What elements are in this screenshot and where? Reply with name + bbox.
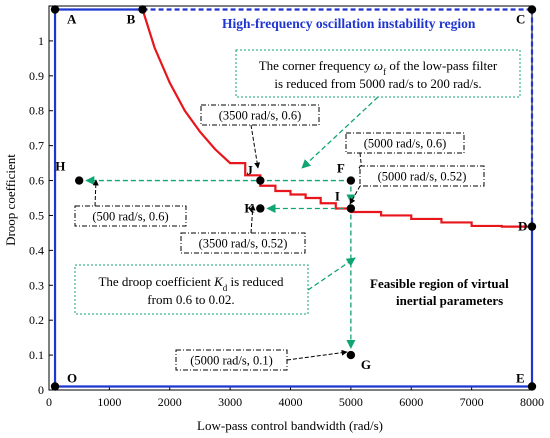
point-marker-h	[74, 176, 84, 185]
x-tick-label: 7000	[460, 395, 484, 409]
corner-marker-c	[527, 5, 537, 14]
corner-label-e: E	[516, 371, 525, 386]
point-label-h: H	[55, 159, 65, 174]
callout-i-text: (5000 rad/s, 0.52)	[378, 170, 467, 184]
corner-label-a: A	[67, 11, 77, 26]
svg-text:The droop coefficient Kd is re: The droop coefficient Kd is reduced	[98, 274, 284, 293]
region-boundaries	[53, 8, 534, 388]
droop-note-before: The droop coefficient	[98, 274, 214, 289]
y-tick-label: 0.2	[29, 313, 44, 327]
callout-g-text: (5000 rad/s, 0.1)	[190, 354, 273, 368]
feasible-region-label-line2: inertial parameters	[396, 293, 503, 308]
callout-k-leader	[249, 204, 256, 234]
x-tick-label: 0	[46, 395, 52, 409]
y-axis-title: Droop coefficient	[3, 154, 18, 246]
guide-arrows	[85, 96, 379, 350]
x-tick-label: 3000	[218, 395, 242, 409]
y-tick-label: 0.1	[29, 348, 44, 362]
corner-marker-e	[527, 382, 537, 391]
corner-note-sub: f	[383, 67, 386, 77]
point-label-i: I	[335, 188, 340, 203]
corner-note-before: The corner frequency	[259, 58, 374, 73]
x-axis-title: Low-pass control bandwidth (rad/s)	[197, 418, 383, 433]
point-callouts: (3500 rad/s, 0.6) (5000 rad/s, 0.6) (5000 …	[74, 104, 485, 371]
point-markers: A B C D E O FI G J K H	[50, 5, 537, 391]
point-marker-g	[346, 350, 356, 360]
x-tick-label: 6000	[399, 395, 423, 409]
callout-f: (5000 rad/s, 0.6)	[345, 132, 465, 173]
point-marker-j	[256, 176, 265, 185]
corner-marker-b	[138, 5, 147, 14]
corner-note-symbol: ω	[374, 58, 383, 73]
callout-j-leader	[250, 124, 261, 169]
droop-note-after: is reduced	[227, 274, 284, 289]
point-marker-i	[346, 204, 356, 213]
callout-h-text: (500 rad/s, 0.6)	[92, 210, 168, 224]
y-tick-label: 0.6	[29, 174, 44, 188]
guide-arrow-note-to-j	[301, 96, 379, 169]
y-axis-ticks: 0 0.1 0.2 0.3 0.4 0.5 0.6 0.7 0.8 0.9 1	[29, 34, 53, 397]
callout-i-leader	[349, 185, 361, 205]
callout-g-leader	[286, 349, 348, 361]
point-label-f: F	[337, 161, 345, 176]
droop-note-sub: d	[223, 283, 228, 293]
corner-label-o: O	[67, 371, 77, 386]
corner-frequency-note: The corner frequency ωf of the low-pass …	[235, 49, 521, 98]
corner-label-d: D	[518, 219, 527, 234]
corner-marker-o	[50, 382, 60, 391]
callout-g: (5000 rad/s, 0.1)	[175, 349, 348, 371]
y-tick-label: 1	[38, 34, 44, 48]
callout-i: (5000 rad/s, 0.52)	[349, 165, 485, 205]
corner-note-line2: is reduced from 5000 rad/s to 200 rad/s.	[274, 76, 481, 91]
y-tick-label: 0.7	[29, 139, 44, 153]
corner-label-c: C	[516, 11, 525, 26]
x-tick-label: 1000	[97, 395, 121, 409]
point-label-k: K	[244, 200, 255, 215]
x-tick-label: 4000	[279, 395, 303, 409]
y-tick-label: 0.9	[29, 69, 44, 83]
instability-region-label: High-frequency oscillation instability r…	[222, 16, 476, 31]
callout-f-text: (5000 rad/s, 0.6)	[364, 137, 447, 151]
droop-note-symbol: K	[213, 274, 224, 289]
y-tick-label: 0	[38, 383, 44, 397]
callout-h: (500 rad/s, 0.6)	[74, 179, 187, 227]
svg-text:The corner frequency ωf of the: The corner frequency ωf of the low-pass …	[259, 58, 498, 77]
x-tick-label: 8000	[520, 395, 544, 409]
droop-note-line2: from 0.6 to 0.02.	[147, 292, 234, 307]
callout-k-text: (3500 rad/s, 0.52)	[199, 237, 288, 251]
stability-boundary-curve	[141, 9, 532, 228]
x-tick-label: 2000	[158, 395, 182, 409]
callout-h-leader	[92, 179, 99, 207]
x-axis-ticks: 0 1000 2000 3000 4000 5000 6000 7000 8000	[46, 386, 544, 409]
feasible-region-label-line1: Feasible region of virtual	[370, 276, 509, 291]
guide-arrow-note-to-droop	[307, 257, 356, 291]
point-label-g: G	[361, 357, 371, 372]
y-tick-label: 0.5	[29, 208, 44, 222]
y-tick-label: 0.4	[29, 243, 44, 257]
callout-k: (3500 rad/s, 0.52)	[180, 204, 306, 254]
corner-label-b: B	[127, 11, 136, 26]
callout-j: (3500 rad/s, 0.6)	[200, 104, 320, 169]
y-tick-label: 0.8	[29, 104, 44, 118]
corner-marker-d	[527, 222, 537, 231]
corner-note-after: of the low-pass filter	[386, 58, 498, 73]
point-marker-f	[346, 176, 356, 185]
droop-coefficient-note: The droop coefficient Kd is reduced from…	[74, 264, 309, 315]
point-marker-k	[256, 204, 265, 213]
callout-j-text: (3500 rad/s, 0.6)	[219, 109, 302, 123]
x-tick-label: 5000	[339, 395, 363, 409]
y-tick-label: 0.3	[29, 278, 44, 292]
corner-marker-a	[50, 5, 60, 14]
point-label-j: J	[246, 163, 253, 178]
